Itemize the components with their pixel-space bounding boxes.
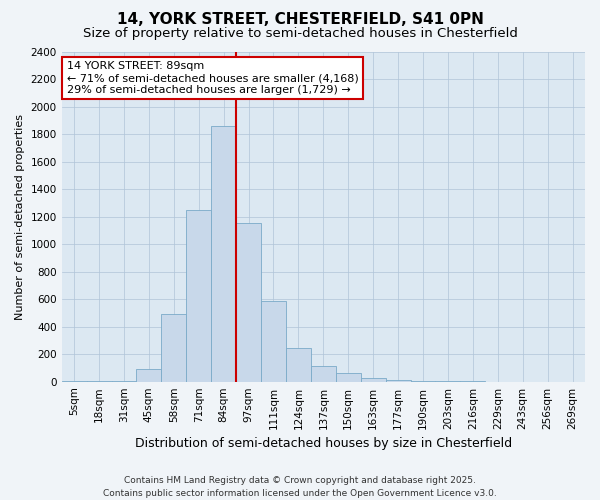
- Text: 14, YORK STREET, CHESTERFIELD, S41 0PN: 14, YORK STREET, CHESTERFIELD, S41 0PN: [116, 12, 484, 28]
- Bar: [361, 378, 386, 382]
- Bar: [86, 381, 112, 382]
- Y-axis label: Number of semi-detached properties: Number of semi-detached properties: [15, 114, 25, 320]
- Bar: [236, 224, 261, 382]
- Bar: [336, 372, 361, 382]
- Bar: [211, 126, 236, 382]
- Text: 14 YORK STREET: 89sqm
← 71% of semi-detached houses are smaller (4,168)
29% of s: 14 YORK STREET: 89sqm ← 71% of semi-deta…: [67, 62, 359, 94]
- Bar: [286, 348, 311, 382]
- Bar: [311, 366, 336, 382]
- X-axis label: Distribution of semi-detached houses by size in Chesterfield: Distribution of semi-detached houses by …: [135, 437, 512, 450]
- Text: Contains HM Land Registry data © Crown copyright and database right 2025.
Contai: Contains HM Land Registry data © Crown c…: [103, 476, 497, 498]
- Bar: [186, 210, 211, 382]
- Bar: [161, 314, 186, 382]
- Bar: [136, 370, 161, 382]
- Bar: [261, 300, 286, 382]
- Text: Size of property relative to semi-detached houses in Chesterfield: Size of property relative to semi-detach…: [83, 28, 517, 40]
- Bar: [386, 380, 410, 382]
- Bar: [112, 381, 136, 382]
- Bar: [62, 381, 86, 382]
- Bar: [410, 381, 436, 382]
